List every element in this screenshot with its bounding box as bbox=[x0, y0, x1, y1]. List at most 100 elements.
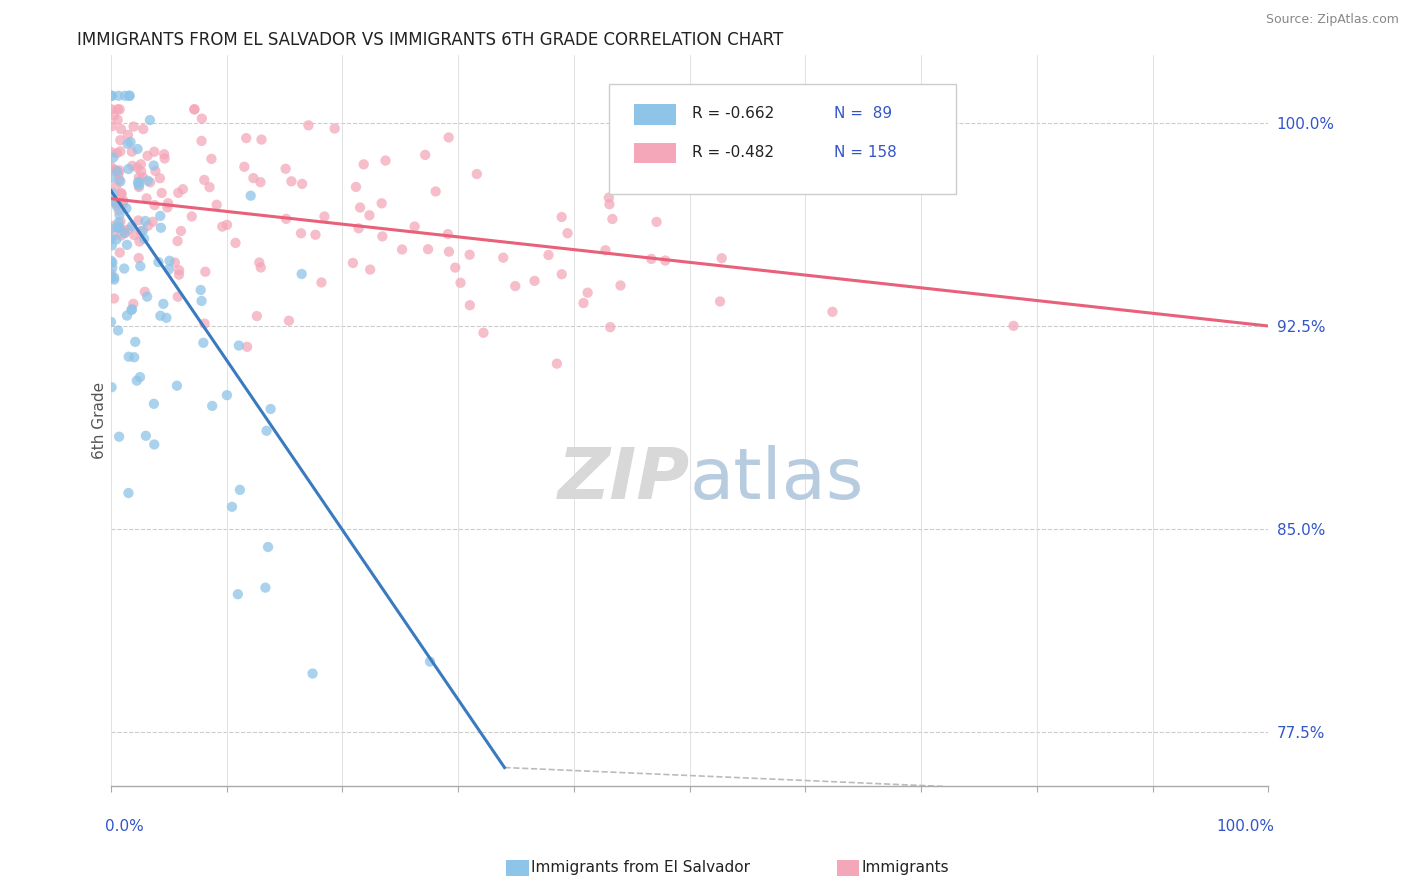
Point bbox=[249, 260, 271, 275]
Point bbox=[259, 401, 281, 416]
Point bbox=[105, 197, 128, 211]
Point bbox=[143, 437, 166, 451]
Point bbox=[108, 103, 131, 117]
Point bbox=[458, 298, 481, 312]
Point bbox=[100, 88, 122, 103]
Point bbox=[640, 252, 662, 266]
Point bbox=[111, 197, 134, 211]
Point bbox=[233, 160, 256, 174]
Point bbox=[472, 326, 495, 340]
Point bbox=[249, 175, 271, 189]
Point bbox=[297, 119, 319, 133]
Point bbox=[150, 186, 173, 200]
Point bbox=[201, 399, 224, 413]
Point bbox=[247, 255, 270, 269]
Text: atlas: atlas bbox=[690, 445, 865, 514]
Point bbox=[101, 228, 124, 243]
Text: 100.0%: 100.0% bbox=[1216, 820, 1274, 834]
Point bbox=[450, 276, 472, 290]
Point bbox=[108, 163, 131, 178]
Point bbox=[127, 142, 149, 156]
Y-axis label: 6th Grade: 6th Grade bbox=[93, 383, 107, 459]
Point bbox=[157, 262, 180, 277]
Point bbox=[110, 214, 132, 228]
Point bbox=[166, 234, 188, 248]
Point bbox=[190, 293, 212, 308]
Point bbox=[229, 483, 252, 497]
Point bbox=[100, 315, 122, 329]
Point bbox=[110, 186, 132, 201]
Point bbox=[105, 164, 128, 178]
Point bbox=[198, 180, 221, 194]
Point bbox=[492, 251, 515, 265]
Point bbox=[458, 248, 481, 262]
Point bbox=[274, 161, 297, 176]
Point bbox=[166, 290, 188, 304]
Point bbox=[159, 253, 181, 268]
Point bbox=[143, 145, 166, 159]
Point bbox=[136, 174, 159, 188]
Point bbox=[437, 227, 460, 241]
Point bbox=[156, 201, 179, 215]
Point bbox=[101, 238, 124, 252]
Point bbox=[190, 134, 212, 148]
Point bbox=[110, 228, 132, 243]
Point bbox=[595, 244, 617, 258]
Point bbox=[114, 227, 136, 241]
Point bbox=[183, 103, 205, 117]
Point bbox=[256, 424, 278, 438]
Point bbox=[550, 210, 572, 224]
Text: R = -0.662: R = -0.662 bbox=[692, 106, 775, 121]
Text: Immigrants: Immigrants bbox=[862, 860, 949, 874]
Point bbox=[125, 374, 148, 388]
Point bbox=[557, 226, 579, 240]
Point bbox=[291, 267, 314, 281]
Point bbox=[100, 145, 122, 159]
Point bbox=[323, 121, 346, 136]
Point bbox=[103, 272, 125, 286]
Point bbox=[602, 212, 624, 227]
Point bbox=[193, 173, 215, 187]
Point bbox=[128, 178, 150, 193]
Point bbox=[257, 540, 280, 554]
Point bbox=[170, 224, 193, 238]
Point bbox=[118, 88, 141, 103]
Point bbox=[100, 232, 122, 246]
Point bbox=[129, 157, 152, 171]
Point bbox=[135, 191, 157, 205]
Point bbox=[280, 174, 302, 188]
Point bbox=[110, 122, 132, 136]
Point bbox=[503, 279, 526, 293]
Point bbox=[215, 388, 238, 402]
Text: R = -0.482: R = -0.482 bbox=[692, 145, 773, 160]
Bar bbox=[634, 143, 676, 163]
Point bbox=[167, 268, 190, 282]
Point bbox=[107, 103, 129, 117]
Point bbox=[437, 130, 460, 145]
Point bbox=[100, 380, 122, 394]
Point bbox=[215, 218, 238, 232]
Point bbox=[101, 186, 124, 201]
Point bbox=[128, 251, 150, 265]
Point bbox=[101, 194, 124, 208]
Point bbox=[132, 170, 155, 185]
Point bbox=[117, 128, 139, 142]
Point bbox=[278, 314, 301, 328]
Point bbox=[121, 145, 143, 159]
Point bbox=[391, 243, 413, 257]
Text: N = 158: N = 158 bbox=[834, 145, 897, 160]
Point bbox=[103, 151, 125, 165]
Point bbox=[139, 113, 162, 128]
Point bbox=[107, 216, 129, 230]
Point bbox=[291, 177, 314, 191]
Point bbox=[371, 229, 394, 244]
Point bbox=[100, 88, 122, 103]
Point bbox=[425, 185, 447, 199]
Point bbox=[194, 265, 217, 279]
Point bbox=[107, 112, 129, 127]
Point bbox=[100, 267, 122, 281]
Point bbox=[242, 171, 264, 186]
Point bbox=[121, 302, 143, 317]
Point bbox=[103, 108, 125, 122]
Point bbox=[546, 357, 568, 371]
